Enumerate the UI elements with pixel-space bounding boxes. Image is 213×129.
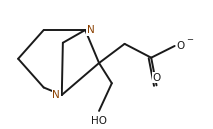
Text: O: O <box>176 41 185 51</box>
Text: O: O <box>152 73 161 83</box>
Text: HO: HO <box>91 116 107 126</box>
Text: −: − <box>186 35 193 44</box>
Text: N: N <box>87 25 95 35</box>
Text: N: N <box>52 90 60 100</box>
